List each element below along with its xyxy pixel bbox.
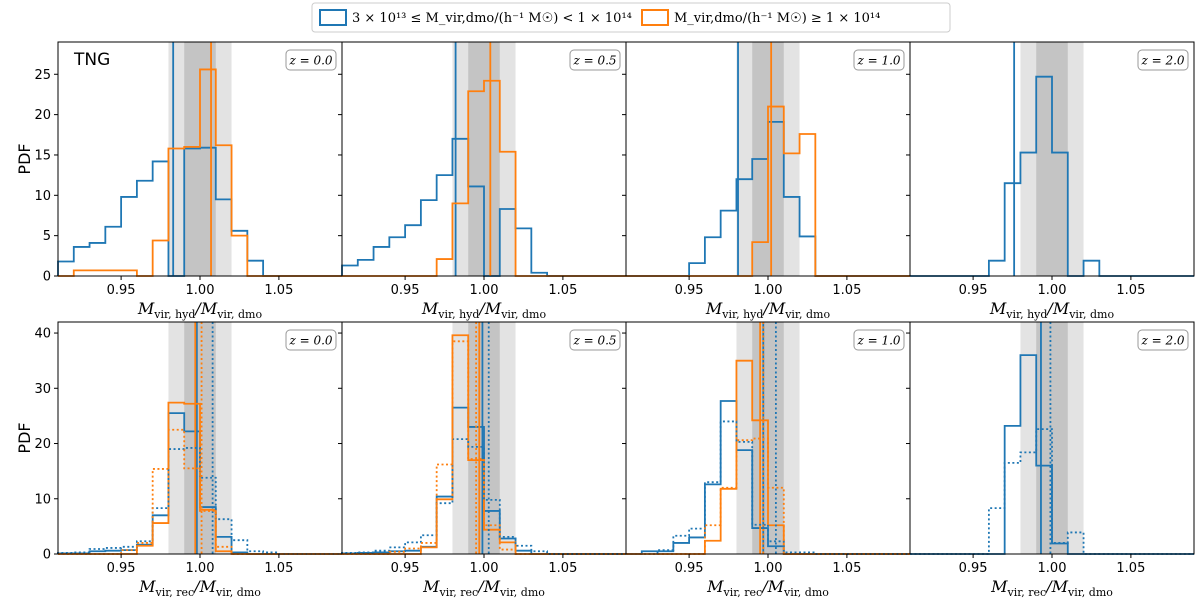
x-tick-label: 1.00 — [1038, 561, 1067, 576]
x-tick-label: 1.05 — [264, 561, 293, 576]
redshift-label: z = 0.0 — [285, 49, 337, 71]
redshift-text: z = 0.5 — [572, 334, 616, 348]
x-axis-label: Mvir, rec/Mvir, dmo — [138, 577, 261, 599]
redshift-text: z = 0.0 — [288, 334, 332, 348]
x-axis-label: Mvir, rec/Mvir, dmo — [706, 577, 829, 599]
simulation-label: TNG — [73, 50, 110, 70]
x-axis-label: Mvir, hyd/Mvir, dmo — [705, 299, 831, 321]
redshift-box — [569, 49, 621, 71]
x-tick-label: 1.05 — [1116, 283, 1145, 298]
y-tick-label: 40 — [34, 327, 51, 342]
legend: 3 × 10¹³ ≤ M_vir,dmo/(h⁻¹ M☉) < 1 × 10¹⁴… — [311, 2, 951, 33]
x-axis-label: Mvir, hyd/Mvir, dmo — [137, 299, 263, 321]
x-tick-label: 1.05 — [548, 283, 577, 298]
hist-low-dotted — [57, 447, 342, 555]
y-tick-label: 0 — [43, 270, 51, 285]
y-tick-label: 20 — [34, 108, 51, 123]
x-tick-label: 1.00 — [754, 283, 783, 298]
redshift-box — [285, 49, 337, 71]
legend-box — [311, 2, 951, 33]
x-tick-label: 1.00 — [1038, 283, 1067, 298]
x-tick-label: 0.95 — [675, 561, 704, 576]
redshift-label: z = 1.0 — [853, 329, 905, 351]
redshift-label: z = 2.0 — [1137, 329, 1189, 351]
redshift-box — [853, 49, 905, 71]
x-tick-label: 0.95 — [959, 283, 988, 298]
x-tick-label: 0.95 — [959, 561, 988, 576]
x-tick-label: 0.95 — [391, 283, 420, 298]
legend-label-low: 3 × 10¹³ ≤ M_vir,dmo/(h⁻¹ M☉) < 1 × 10¹⁴ — [352, 11, 632, 26]
y-tick-label: 20 — [34, 437, 51, 452]
x-tick-label: 0.95 — [675, 283, 704, 298]
x-tick-label: 1.00 — [186, 561, 215, 576]
x-axis-label: Mvir, rec/Mvir, dmo — [990, 577, 1113, 599]
redshift-label: z = 0.0 — [285, 329, 337, 351]
panel-r1-c2: 0.95 1.00 1.05 z = 1.0 Mvir, rec/Mvir, dmo — [622, 321, 911, 599]
redshift-text: z = 2.0 — [1140, 334, 1184, 348]
x-tick-label: 1.00 — [186, 283, 215, 298]
redshift-text: z = 1.0 — [856, 54, 900, 68]
legend-label-high: M_vir,dmo/(h⁻¹ M☉) ≥ 1 × 10¹⁴ — [674, 11, 880, 26]
redshift-box — [1137, 49, 1189, 71]
panel-r0-c1: 0.95 1.00 1.05 z = 0.5 Mvir, hyd/Mvir, dmo — [338, 41, 627, 321]
y-tick-label: 25 — [34, 68, 51, 83]
x-tick-label: 1.05 — [832, 283, 861, 298]
redshift-box — [853, 329, 905, 351]
x-axis-label: Mvir, rec/Mvir, dmo — [422, 577, 545, 599]
y-tick-label: 5 — [43, 229, 51, 244]
hist-low-dotted — [341, 438, 626, 555]
x-tick-label: 1.05 — [1116, 561, 1145, 576]
legend-swatch-high — [641, 9, 669, 26]
panel-r1-c1: 0.95 1.00 1.05 z = 0.5 Mvir, rec/Mvir, dmo — [338, 321, 627, 599]
y-tick-label: 15 — [34, 148, 51, 163]
redshift-label: z = 1.0 — [853, 49, 905, 71]
panel-r0-c2: 0.95 1.00 1.05 z = 1.0 Mvir, hyd/Mvir, dmo — [622, 41, 911, 321]
redshift-box — [1137, 329, 1189, 351]
y-tick-label: 10 — [34, 492, 51, 507]
redshift-box — [285, 329, 337, 351]
x-tick-label: 1.00 — [470, 561, 499, 576]
y-axis-label-row-1: PDF — [15, 422, 34, 453]
redshift-text: z = 1.0 — [856, 334, 900, 348]
legend-swatch-low — [319, 9, 347, 26]
redshift-box — [569, 329, 621, 351]
y-tick-label: 30 — [34, 382, 51, 397]
x-tick-label: 0.95 — [107, 283, 136, 298]
hist-low-dotted — [626, 420, 910, 555]
x-axis-label: Mvir, hyd/Mvir, dmo — [421, 299, 547, 321]
y-axis-label-row-0: PDF — [15, 143, 34, 174]
panel-r0-c3: 0.95 1.00 1.05 z = 2.0 Mvir, hyd/Mvir, dmo — [906, 41, 1195, 321]
panel-r1-c3: 0.95 1.00 1.05 z = 2.0 Mvir, rec/Mvir, dmo — [906, 321, 1195, 599]
x-tick-label: 1.00 — [754, 561, 783, 576]
x-tick-label: 0.95 — [107, 561, 136, 576]
x-tick-label: 1.05 — [832, 561, 861, 576]
y-tick-label: 0 — [43, 548, 51, 563]
y-tick-label: 10 — [34, 189, 51, 204]
hist-high-dotted — [342, 340, 626, 555]
redshift-label: z = 2.0 — [1137, 49, 1189, 71]
redshift-text: z = 2.0 — [1140, 54, 1184, 68]
panel-r1-c0: 0.95 1.00 1.05 0 10 20 30 40 z = 0.0 Mvir, rec/Mv… — [34, 321, 343, 599]
x-axis-label: Mvir, hyd/Mvir, dmo — [989, 299, 1115, 321]
redshift-text: z = 0.5 — [572, 54, 616, 68]
panel-r0-c0: 0.95 1.00 1.05 0 5 10 15 20 25 z = 0.0 TNG Mvir, hy… — [34, 41, 343, 321]
redshift-label: z = 0.5 — [569, 329, 621, 351]
redshift-text: z = 0.0 — [288, 54, 332, 68]
x-tick-label: 1.00 — [470, 283, 499, 298]
x-tick-label: 1.05 — [264, 283, 293, 298]
x-tick-label: 0.95 — [391, 561, 420, 576]
redshift-label: z = 0.5 — [569, 49, 621, 71]
x-tick-label: 1.05 — [548, 561, 577, 576]
